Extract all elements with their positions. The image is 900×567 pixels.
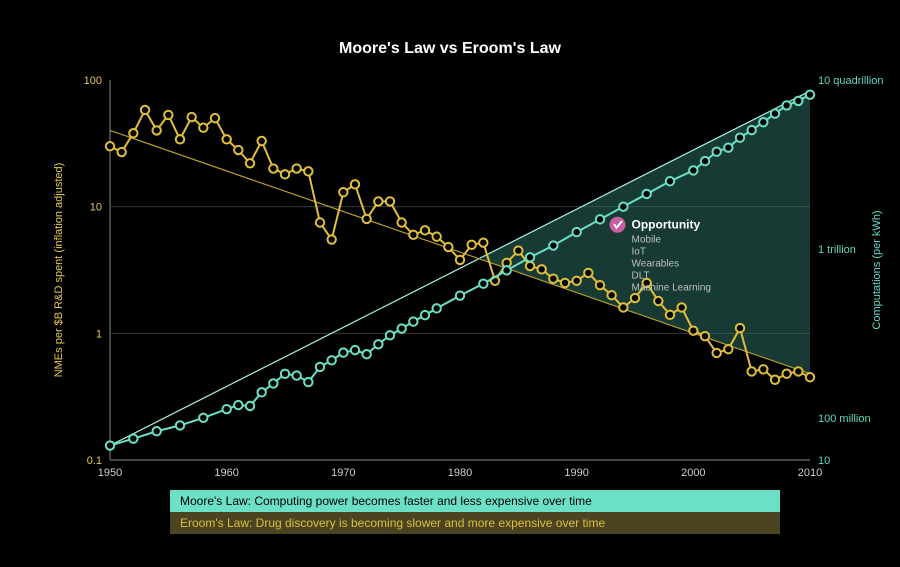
svg-text:10: 10 — [818, 455, 830, 467]
svg-text:Opportunity: Opportunity — [632, 218, 701, 232]
svg-text:2000: 2000 — [681, 467, 705, 479]
legend-moore: Moore's Law: Computing power becomes fas… — [170, 490, 780, 512]
svg-text:Machine Learning: Machine Learning — [632, 283, 712, 294]
svg-text:1980: 1980 — [448, 467, 472, 479]
svg-text:Computations (per kWh): Computations (per kWh) — [871, 210, 883, 329]
svg-text:10 quadrillion: 10 quadrillion — [818, 75, 883, 87]
chart-plot: 19501960197019801990200020100.1110100NME… — [110, 80, 810, 460]
svg-text:1 trillion: 1 trillion — [818, 244, 856, 256]
svg-text:DLT: DLT — [632, 271, 650, 282]
legend-moore-label: Moore's Law: Computing power becomes fas… — [180, 494, 592, 508]
svg-text:1990: 1990 — [564, 467, 588, 479]
svg-text:NMEs per $B R&D spent (inflati: NMEs per $B R&D spent (inflation adjuste… — [53, 163, 65, 378]
svg-text:1960: 1960 — [214, 467, 238, 479]
svg-text:Mobile: Mobile — [632, 235, 662, 246]
svg-text:IoT: IoT — [632, 247, 646, 258]
legend: Moore's Law: Computing power becomes fas… — [170, 490, 780, 534]
legend-eroom-label: Eroom's Law: Drug discovery is becoming … — [180, 516, 605, 530]
svg-text:100 million: 100 million — [818, 413, 871, 425]
svg-text:1970: 1970 — [331, 467, 355, 479]
legend-eroom: Eroom's Law: Drug discovery is becoming … — [170, 512, 780, 534]
svg-text:0.1: 0.1 — [87, 455, 102, 467]
svg-text:100: 100 — [84, 75, 102, 87]
svg-text:10: 10 — [90, 202, 102, 214]
svg-text:1: 1 — [96, 328, 102, 340]
svg-text:2010: 2010 — [798, 467, 822, 479]
svg-text:Wearables: Wearables — [632, 259, 680, 270]
svg-text:1950: 1950 — [98, 467, 122, 479]
